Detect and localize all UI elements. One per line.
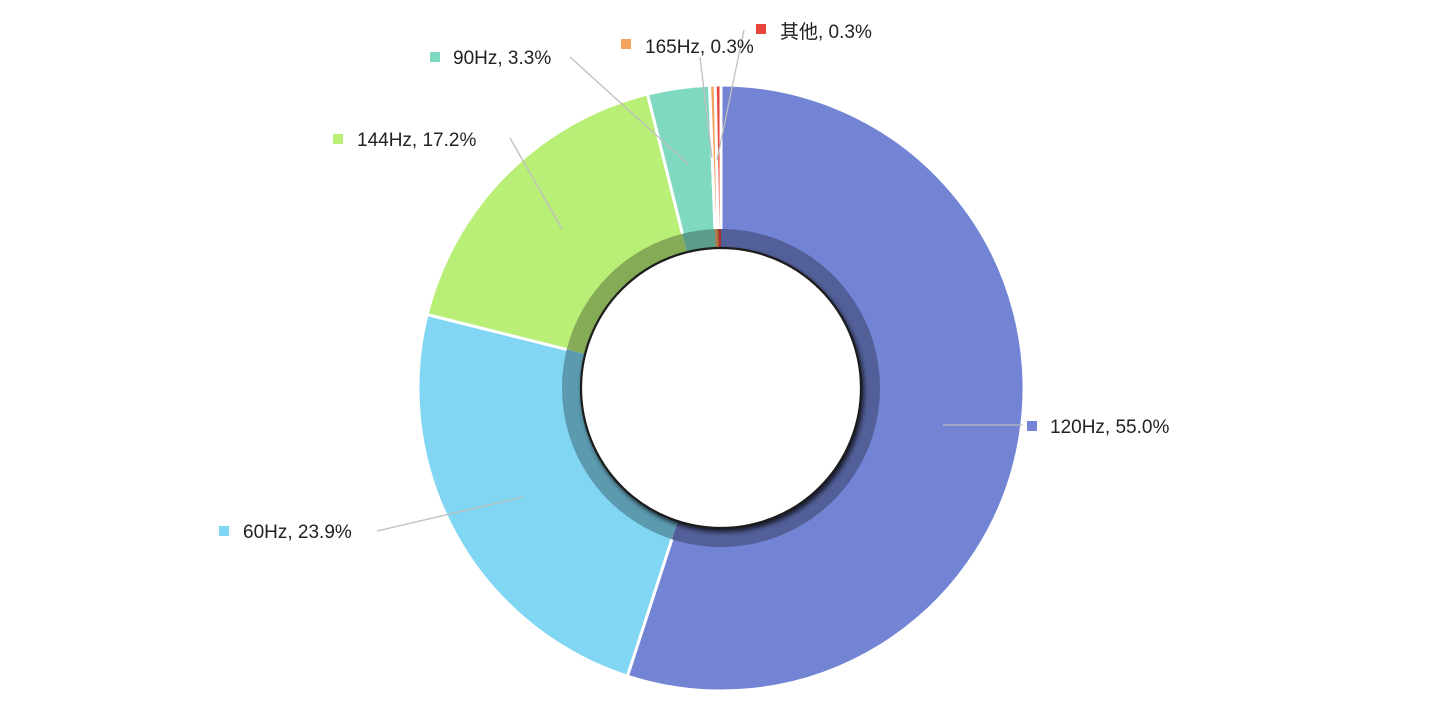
data-label-group: 120Hz, 55.0% 60Hz, 23.9% 144Hz, 17.2% 90Hz,… xyxy=(219,21,1169,543)
leader-line-其他 xyxy=(716,29,745,161)
data-label-60Hz: 60Hz, 23.9% xyxy=(243,522,352,543)
label-marker-144Hz xyxy=(333,134,343,144)
leader-line-165Hz xyxy=(699,56,713,159)
label-marker-其他 xyxy=(756,24,766,34)
leader-line-group xyxy=(376,29,1023,532)
data-label-120Hz: 120Hz, 55.0% xyxy=(1050,417,1169,438)
donut-hole xyxy=(579,246,863,530)
leader-line-60Hz xyxy=(376,496,524,532)
data-label-90Hz: 90Hz, 3.3% xyxy=(453,48,551,69)
data-label-144Hz: 144Hz, 17.2% xyxy=(357,130,476,151)
label-marker-165Hz xyxy=(621,39,631,49)
leader-line-90Hz xyxy=(569,56,689,165)
label-marker-60Hz xyxy=(219,526,229,536)
label-marker-90Hz xyxy=(430,52,440,62)
data-label-165Hz: 165Hz, 0.3% xyxy=(645,37,754,58)
data-label-其他: 其他, 0.3% xyxy=(780,21,872,43)
label-marker-120Hz xyxy=(1027,421,1037,431)
leader-line-144Hz xyxy=(509,137,563,230)
